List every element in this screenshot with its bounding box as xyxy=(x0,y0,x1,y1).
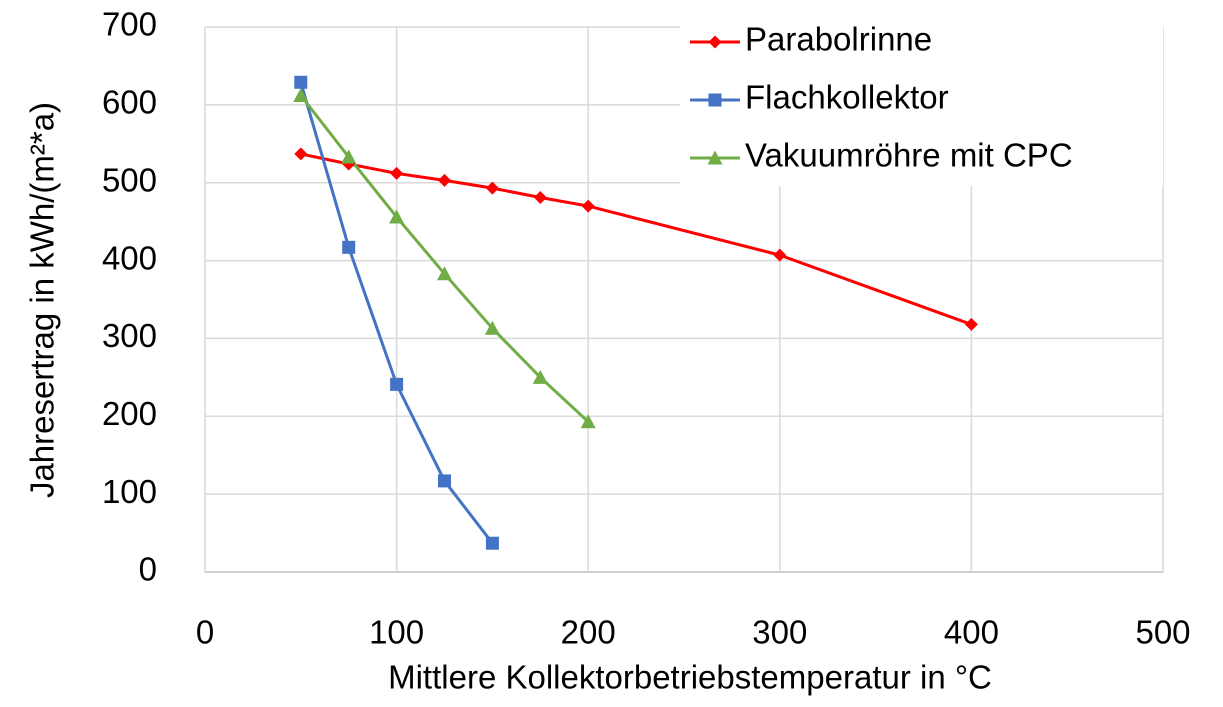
series-line xyxy=(299,94,590,423)
marker xyxy=(532,369,548,384)
legend-background xyxy=(680,10,1163,186)
marker xyxy=(773,248,787,262)
marker xyxy=(390,166,404,180)
x-tick-label: 400 xyxy=(944,614,999,651)
y-tick-label: 400 xyxy=(102,239,157,276)
marker xyxy=(438,474,451,488)
marker xyxy=(342,240,356,254)
y-tick-label: 200 xyxy=(102,395,157,432)
marker xyxy=(437,266,452,281)
marker xyxy=(341,149,357,164)
marker xyxy=(580,414,596,429)
legend-entry: Flachkollektor xyxy=(690,79,949,116)
legend-entry: Vakuumröhre mit CPC xyxy=(690,137,1073,174)
marker xyxy=(484,320,500,335)
x-tick-label: 300 xyxy=(752,614,807,651)
marker xyxy=(293,88,309,103)
marker xyxy=(533,191,547,205)
marker xyxy=(707,150,723,165)
marker xyxy=(485,181,499,195)
y-tick-label: 100 xyxy=(102,473,157,510)
y-tick-label: 600 xyxy=(102,84,157,121)
x-axis-label: Mittlere Kollektorbetriebstemperatur in … xyxy=(388,659,992,696)
marker xyxy=(294,75,308,89)
legend-label: Parabolrinne xyxy=(745,21,932,58)
x-tick-label: 200 xyxy=(561,614,616,651)
y-tick-label: 500 xyxy=(102,161,157,198)
marker xyxy=(294,147,308,161)
marker xyxy=(708,93,722,107)
marker xyxy=(438,173,451,187)
marker xyxy=(390,377,404,391)
legend-label: Flachkollektor xyxy=(745,79,949,116)
y-tick-label: 0 xyxy=(139,551,157,588)
marker xyxy=(389,209,405,224)
x-tick-label: 0 xyxy=(196,614,214,651)
legend-entry: Parabolrinne xyxy=(690,21,932,58)
marker xyxy=(485,536,499,550)
y-tick-label: 300 xyxy=(102,317,157,354)
marker xyxy=(581,199,595,213)
y-tick-label: 700 xyxy=(102,6,157,43)
marker xyxy=(964,317,978,331)
y-axis-label: Jahresertrag in kWh/(m²*a) xyxy=(24,102,61,498)
marker xyxy=(708,35,722,49)
x-tick-label: 500 xyxy=(1135,614,1190,651)
x-tick-label: 100 xyxy=(369,614,424,651)
legend-label: Vakuumröhre mit CPC xyxy=(745,137,1073,174)
